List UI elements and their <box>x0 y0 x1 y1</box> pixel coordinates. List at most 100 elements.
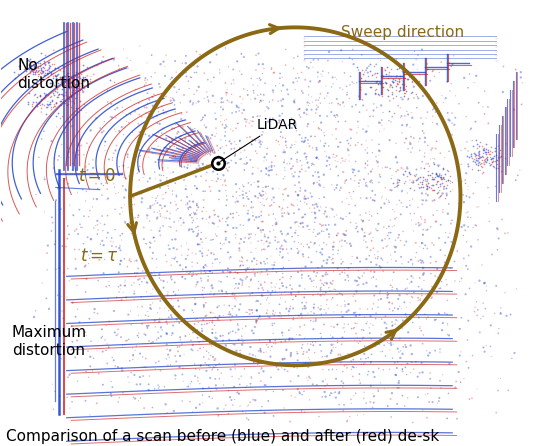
Point <box>356 84 365 91</box>
Point <box>317 119 326 126</box>
Point <box>103 360 112 367</box>
Point <box>391 92 400 99</box>
Point <box>51 64 60 71</box>
Point <box>264 167 273 174</box>
Point <box>340 269 349 277</box>
Point <box>210 290 219 297</box>
Point <box>396 104 405 112</box>
Point <box>227 91 236 98</box>
Point <box>385 97 394 104</box>
Point <box>301 187 310 194</box>
Point <box>222 196 231 203</box>
Point <box>54 70 63 77</box>
Point <box>219 312 228 319</box>
Point <box>383 294 392 301</box>
Point <box>315 94 324 101</box>
Point <box>213 304 222 311</box>
Point <box>171 253 180 260</box>
Point <box>128 172 136 179</box>
Point <box>28 59 37 66</box>
Point <box>477 153 486 160</box>
Point <box>294 239 303 246</box>
Point <box>310 179 319 186</box>
Point <box>45 79 54 86</box>
Point <box>418 92 427 99</box>
Point <box>112 142 121 149</box>
Point <box>488 154 497 161</box>
Point <box>138 320 147 327</box>
Point <box>383 292 392 299</box>
Point <box>415 147 424 154</box>
Point <box>247 327 256 334</box>
Point <box>350 337 359 344</box>
Point <box>395 78 404 86</box>
Point <box>388 78 397 85</box>
Point <box>148 255 157 262</box>
Point <box>262 150 271 157</box>
Point <box>177 111 186 118</box>
Point <box>128 344 137 351</box>
Point <box>371 315 380 322</box>
Point <box>438 179 447 186</box>
Point <box>359 360 368 368</box>
Point <box>221 89 230 96</box>
Point <box>332 366 341 373</box>
Point <box>291 219 300 226</box>
Point <box>369 390 378 397</box>
Point <box>79 240 88 247</box>
Point <box>286 275 295 282</box>
Point <box>327 108 336 116</box>
Point <box>241 384 250 392</box>
Point <box>475 329 484 336</box>
Point <box>73 107 82 115</box>
Point <box>385 81 394 88</box>
Point <box>160 110 168 117</box>
Point <box>121 277 130 284</box>
Point <box>52 266 61 273</box>
Point <box>236 137 245 144</box>
Point <box>231 303 240 310</box>
Point <box>495 325 503 332</box>
Point <box>103 295 112 302</box>
Point <box>384 197 393 204</box>
Point <box>386 82 395 89</box>
Point <box>219 337 227 344</box>
Point <box>275 203 284 210</box>
Point <box>393 78 402 85</box>
Point <box>477 156 486 163</box>
Point <box>134 330 143 337</box>
Point <box>406 177 415 184</box>
Point <box>295 323 304 330</box>
Point <box>115 163 124 170</box>
Point <box>251 95 259 102</box>
Point <box>287 201 296 208</box>
Point <box>489 158 497 165</box>
Point <box>253 75 262 82</box>
Point <box>152 256 161 263</box>
Point <box>420 277 428 284</box>
Point <box>28 66 36 74</box>
Point <box>40 208 49 215</box>
Point <box>213 171 222 178</box>
Point <box>375 262 384 269</box>
Point <box>126 111 135 118</box>
Point <box>365 208 374 215</box>
Point <box>63 394 72 401</box>
Point <box>261 233 269 240</box>
Point <box>114 398 123 405</box>
Point <box>417 178 426 186</box>
Point <box>338 368 347 375</box>
Point <box>433 265 442 273</box>
Point <box>304 120 312 128</box>
Point <box>406 149 415 156</box>
Point <box>109 238 118 245</box>
Point <box>512 285 521 292</box>
Point <box>148 202 157 209</box>
Point <box>48 219 57 226</box>
Point <box>447 220 455 227</box>
Point <box>155 271 164 278</box>
Point <box>93 185 102 192</box>
Point <box>474 306 482 314</box>
Point <box>338 314 347 321</box>
Point <box>339 103 348 110</box>
